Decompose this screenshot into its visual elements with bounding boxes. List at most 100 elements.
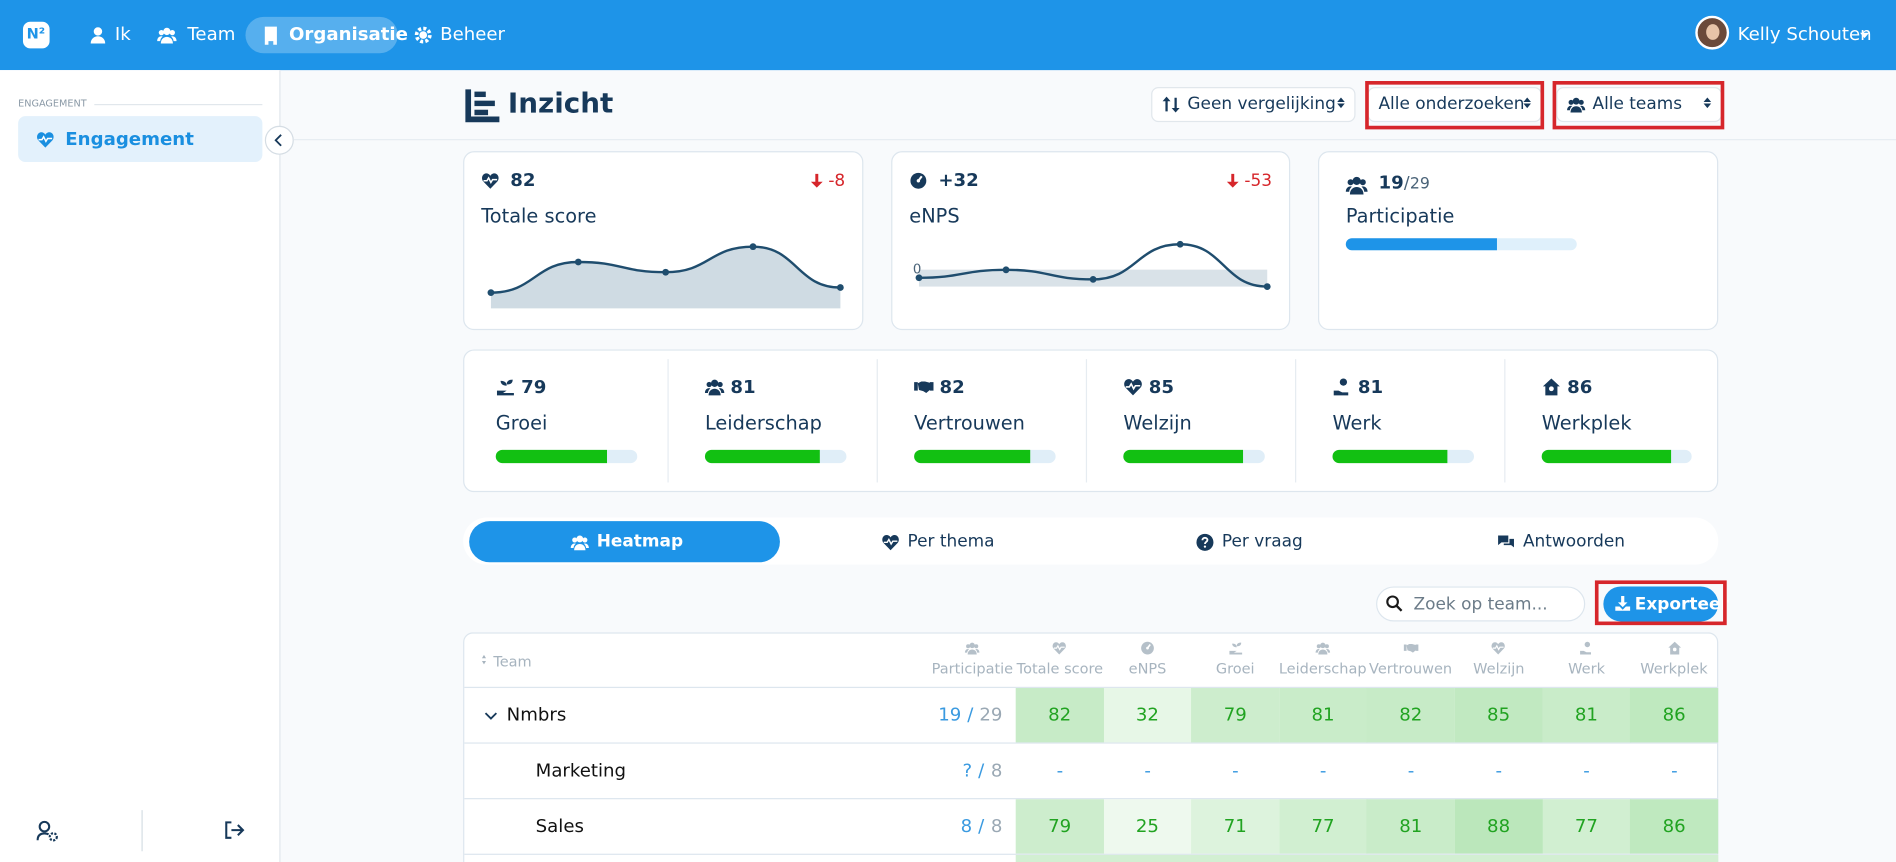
page-title: Inzicht <box>507 88 614 120</box>
icon-updown <box>1162 96 1180 113</box>
highlight-box <box>1594 580 1727 626</box>
avatar[interactable] <box>1695 15 1730 50</box>
theme-bar-fill <box>1332 449 1448 464</box>
export-label[interactable]: Exporteer <box>1634 594 1729 615</box>
icon-handshake <box>914 381 934 393</box>
search-placeholder[interactable]: Zoek op team... <box>1413 594 1548 615</box>
icon-chart <box>465 89 500 123</box>
table-header: Werkplek <box>1640 660 1708 678</box>
icon-chat <box>1497 535 1514 548</box>
heat-value: 82 <box>1399 703 1423 726</box>
icon-group <box>1567 97 1586 113</box>
theme-divider <box>876 359 878 483</box>
icon-chevD <box>484 712 498 720</box>
table-header: Welzijn <box>1473 660 1525 678</box>
theme-bar-fill <box>1541 449 1671 464</box>
tab-label[interactable]: Per thema <box>907 532 995 552</box>
table-header: Groei <box>1215 660 1255 678</box>
icon-gauge <box>910 172 927 189</box>
tab-label[interactable]: Antwoorden <box>1522 532 1626 552</box>
heat-cell <box>1366 688 1456 743</box>
theme-divider <box>1295 359 1297 483</box>
row-rule <box>464 686 1718 689</box>
theme-bar-fill <box>704 449 820 464</box>
icon-group <box>570 535 589 551</box>
filter-label[interactable]: Geen vergelijking <box>1187 94 1336 114</box>
icon-arrowDown <box>1226 173 1239 188</box>
logo[interactable]: N² <box>22 21 50 49</box>
heat-cell-partial <box>1015 854 1719 862</box>
heat-value: - <box>1232 759 1239 782</box>
heat-value: 86 <box>1662 703 1686 726</box>
theme-value: 86 <box>1567 376 1593 398</box>
icon-building <box>264 26 277 45</box>
team-name[interactable]: Nmbrs <box>506 703 567 726</box>
heat-cell <box>1366 799 1456 854</box>
icon-heart <box>37 132 54 148</box>
tab-active <box>469 521 780 563</box>
icon-group <box>704 379 725 396</box>
nav-item[interactable]: Organisatie <box>288 22 408 45</box>
theme-bar-fill <box>1123 449 1244 464</box>
theme-value: 81 <box>730 376 756 398</box>
heat-cell <box>1015 799 1105 854</box>
icon-updownCaret <box>1337 97 1345 109</box>
heat-cell <box>1279 799 1368 854</box>
kpi-value: 82 <box>510 169 536 192</box>
filter-select[interactable] <box>1367 87 1542 123</box>
heat-cell <box>1542 799 1631 854</box>
heat-cell <box>1454 799 1544 854</box>
heat-cell <box>1542 688 1631 743</box>
sidebar-item-bg[interactable] <box>18 116 263 163</box>
heat-value: 71 <box>1223 814 1247 837</box>
theme-name: Welzijn <box>1123 411 1192 435</box>
table-header: eNPS <box>1128 660 1167 678</box>
filter-label[interactable]: Alle onderzoeken <box>1378 94 1525 114</box>
heat-cell <box>1015 688 1105 743</box>
theme-value: 79 <box>521 376 547 398</box>
icon-plant <box>496 379 514 396</box>
tab-label[interactable]: Per vraag <box>1221 532 1303 552</box>
theme-name: Werkplek <box>1541 411 1632 435</box>
theme-value: 82 <box>939 376 965 398</box>
theme-name: Groei <box>495 411 548 435</box>
heat-value: 81 <box>1574 703 1598 726</box>
icon-heart <box>1124 379 1142 396</box>
participation-separator: / <box>978 759 985 782</box>
heat-value: 81 <box>1399 814 1423 837</box>
heat-value: - <box>1671 759 1678 782</box>
kpi-label: Totale score <box>481 204 597 228</box>
participation-invited: 8 <box>990 814 1003 837</box>
theme-divider <box>667 359 669 483</box>
header-rule <box>293 139 1896 141</box>
table-header: Vertrouwen <box>1369 660 1453 678</box>
collapse-button[interactable] <box>264 125 294 155</box>
filter-select[interactable] <box>1151 87 1356 123</box>
table-header: Participatie <box>931 660 1014 678</box>
icon-house <box>1542 378 1560 396</box>
sidebar-divider <box>141 810 143 852</box>
nav-item[interactable]: Beheer <box>440 22 506 45</box>
highlight-box <box>1365 81 1545 130</box>
icon-heart <box>1052 642 1067 655</box>
team-name: Sales <box>535 814 584 837</box>
icon-hand <box>1579 641 1591 655</box>
user-name[interactable]: Kelly Schouten <box>1737 22 1872 45</box>
kpi-label: Participatie <box>1345 204 1455 228</box>
icon-question <box>1195 533 1213 551</box>
tab-label[interactable]: Heatmap <box>596 532 684 552</box>
nav-item[interactable]: Team <box>187 22 236 45</box>
heat-value: 82 <box>1048 703 1072 726</box>
heat-cell <box>1191 799 1280 854</box>
icon-heart <box>881 534 899 551</box>
filter-label[interactable]: Alle teams <box>1592 94 1683 114</box>
search-box[interactable] <box>1376 586 1586 622</box>
row-rule <box>464 798 1718 800</box>
participation-responded: 19 <box>938 703 962 726</box>
sidebar-item[interactable]: Engagement <box>65 128 194 150</box>
participation-separator: / <box>1403 174 1410 194</box>
nav-item[interactable]: Ik <box>114 22 131 45</box>
icon-heart <box>1491 642 1506 655</box>
heat-value: 81 <box>1311 703 1335 726</box>
